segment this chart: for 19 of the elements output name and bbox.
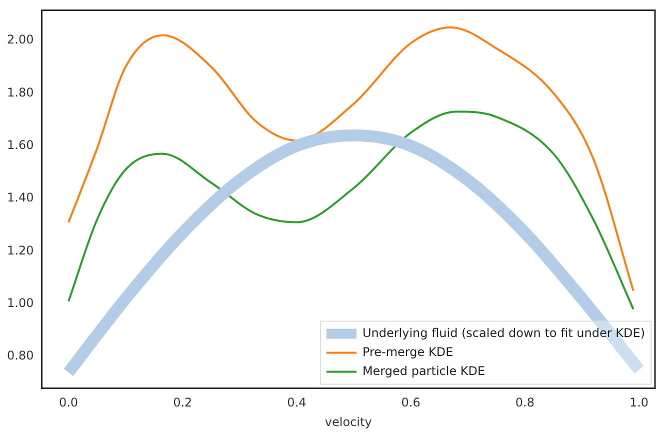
x-tick-label: 0.0	[58, 396, 78, 410]
y-tick-label: 1.80	[7, 85, 34, 100]
x-tick-label: 0.2	[173, 396, 192, 410]
line-series	[68, 26, 634, 292]
x-tick-label: 1.0	[629, 396, 649, 410]
y-tick-label: 1.40	[7, 190, 34, 205]
y-tick-label: 0.80	[7, 348, 34, 363]
y-tick-label: 1.60	[7, 138, 34, 152]
x-tick-label: 0.4	[287, 396, 306, 410]
y-tick-label: 1.20	[7, 243, 34, 258]
legend-label: Pre-merge KDE	[362, 344, 454, 359]
legend-label: Merged particle KDE	[362, 364, 486, 378]
x-tick-label: 0.6	[401, 396, 420, 410]
line-series	[68, 110, 634, 310]
x-axis-title: velocity	[324, 414, 372, 429]
legend-label: Underlying fluid (scaled down to fit under KDE)	[362, 326, 646, 340]
y-tick-label: 2.00	[7, 32, 34, 47]
y-tick-label: 1.00	[7, 296, 34, 310]
x-tick-label: 0.8	[515, 396, 534, 410]
